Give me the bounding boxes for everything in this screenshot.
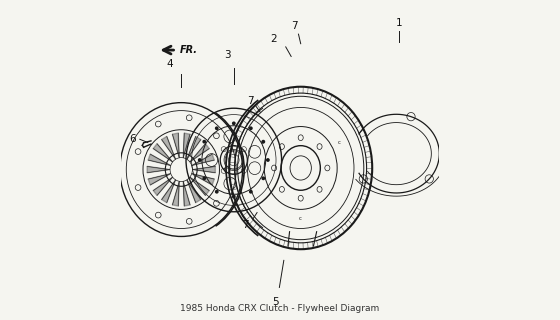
Polygon shape — [192, 154, 214, 165]
Text: 3: 3 — [224, 50, 231, 60]
Polygon shape — [148, 154, 170, 165]
Circle shape — [266, 158, 270, 162]
Text: 1: 1 — [396, 18, 403, 28]
Circle shape — [202, 176, 206, 180]
Circle shape — [262, 176, 265, 180]
Text: 2: 2 — [270, 34, 277, 44]
Text: c: c — [299, 216, 302, 221]
Polygon shape — [153, 144, 172, 162]
Circle shape — [198, 158, 202, 162]
Polygon shape — [183, 181, 190, 206]
Polygon shape — [162, 180, 175, 203]
Polygon shape — [183, 133, 190, 158]
Text: 5: 5 — [272, 297, 278, 307]
Polygon shape — [190, 177, 209, 196]
Polygon shape — [162, 136, 175, 159]
Text: FR.: FR. — [180, 45, 198, 55]
Polygon shape — [187, 180, 201, 203]
Text: 1985 Honda CRX Clutch - Flywheel Diagram: 1985 Honda CRX Clutch - Flywheel Diagram — [180, 304, 380, 313]
Polygon shape — [193, 166, 216, 173]
Circle shape — [232, 195, 236, 198]
Text: c: c — [260, 140, 263, 145]
Circle shape — [215, 126, 218, 130]
Text: 4: 4 — [167, 60, 174, 69]
Polygon shape — [147, 166, 170, 173]
Polygon shape — [192, 174, 214, 185]
Polygon shape — [187, 136, 201, 159]
Polygon shape — [190, 144, 209, 162]
Text: 7: 7 — [291, 21, 298, 31]
Circle shape — [232, 122, 236, 125]
Polygon shape — [172, 133, 179, 158]
Text: 7: 7 — [247, 96, 254, 106]
Polygon shape — [153, 177, 172, 196]
Circle shape — [249, 126, 253, 130]
Text: 7: 7 — [242, 220, 249, 230]
Text: c: c — [338, 140, 341, 145]
Circle shape — [249, 190, 253, 194]
Circle shape — [262, 140, 265, 144]
Polygon shape — [148, 174, 170, 185]
Circle shape — [215, 190, 218, 194]
Circle shape — [202, 140, 206, 144]
Polygon shape — [172, 181, 179, 206]
Text: 6: 6 — [129, 134, 136, 144]
